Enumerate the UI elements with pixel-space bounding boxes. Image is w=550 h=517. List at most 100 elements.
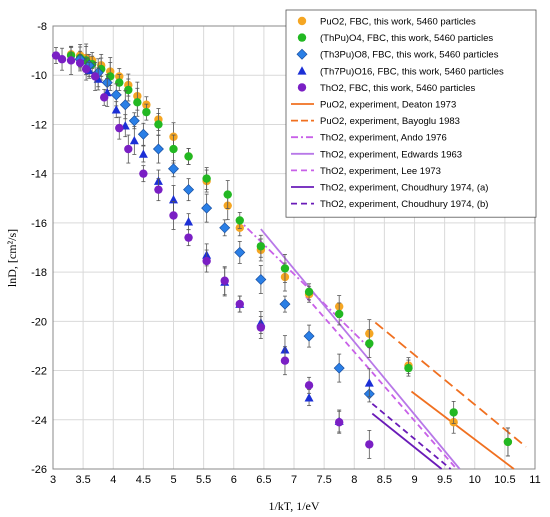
x-tick-label: 3.5: [75, 474, 90, 486]
series-line-11: [371, 403, 452, 470]
legend: PuO2, FBC, this work, 5460 particles (ThP…: [285, 9, 537, 218]
data-point-s1: [133, 98, 142, 107]
y-tick-label: -24: [31, 415, 47, 427]
data-point-s2: [152, 143, 164, 155]
series-line-6: [374, 321, 527, 448]
legend-entry-label: PuO2, FBC, this work, 5460 particles: [320, 17, 476, 28]
y-tick-label: -26: [31, 464, 47, 476]
x-tick-label: 5.5: [196, 474, 211, 486]
data-point-s2: [255, 273, 267, 285]
data-point-s1: [404, 363, 413, 373]
data-point-s2: [234, 246, 246, 258]
y-tick-label: -12: [31, 119, 47, 131]
data-point-s4: [57, 55, 67, 64]
tick-labels: 3 3.5 4 4.5 5 5.5 6 6.5 7 7.5 8 8.5 9 9.5 10 10.5 11 -8 -1…: [31, 21, 541, 486]
data-point-s1: [365, 339, 374, 348]
legend-marker: [297, 83, 307, 92]
data-point-s4: [139, 169, 148, 178]
data-point-s2: [183, 184, 195, 196]
data-point-s4: [100, 93, 109, 102]
data-point-s4: [154, 185, 163, 194]
y-axis-title: lnD, [cm²/s]: [5, 229, 19, 287]
x-tick-label: 11: [529, 474, 540, 486]
y-tick-label: -22: [31, 366, 47, 378]
data-point-s3: [138, 149, 148, 158]
data-point-s4: [184, 233, 193, 242]
data-point-s1: [503, 437, 513, 447]
data-point-s4: [202, 256, 211, 266]
x-tick-label: 8.5: [377, 474, 392, 486]
data-point-s2: [219, 222, 231, 234]
data-point-s1: [202, 174, 211, 183]
x-tick-label: 6.5: [256, 474, 271, 486]
x-axis-title: 1/kT, 1/eV: [268, 499, 319, 513]
legend-entry-label: ThO2, experiment, Ando 1976: [320, 133, 447, 144]
data-point-s4: [90, 72, 100, 81]
y-tick-label: -18: [31, 267, 47, 279]
data-point-s4: [124, 144, 133, 154]
x-tick-label: 9.5: [437, 474, 452, 486]
data-point-s1: [124, 85, 133, 95]
data-point-s4: [75, 58, 85, 68]
data-point-s1: [169, 144, 178, 154]
reference-lines: [236, 217, 527, 470]
series-line-10: [371, 412, 443, 470]
legend-marker: [297, 33, 307, 42]
y-tick-label: -16: [31, 218, 47, 230]
data-point-s2: [279, 298, 291, 310]
data-point-s3: [169, 195, 178, 204]
data-point-s2: [137, 128, 149, 140]
data-point-s4: [81, 64, 91, 74]
data-point-s4: [169, 211, 178, 220]
legend-marker: [296, 48, 308, 60]
data-point-s4: [365, 440, 374, 449]
x-tick-label: 3: [50, 474, 56, 486]
x-tick-label: 4.5: [136, 474, 151, 486]
data-point-s4: [235, 299, 244, 309]
data-point-s1: [235, 216, 244, 225]
data-point-s4: [334, 418, 344, 427]
x-tick-label: 9: [411, 474, 417, 486]
legend-marker: [297, 66, 307, 75]
series-line-7: [236, 217, 373, 352]
data-point-s1: [449, 408, 458, 417]
data-point-s3: [364, 378, 374, 387]
x-tick-label: 7: [291, 474, 297, 486]
data-point-s4: [66, 56, 76, 65]
data-point-s1: [304, 287, 314, 296]
legend-entry-label: ThO2, experiment, Lee 1973: [320, 166, 441, 177]
legend-entry-label: PuO2, experiment, Deaton 1973: [320, 100, 456, 111]
x-tick-label: 4: [110, 474, 116, 486]
y-tick-label: -14: [31, 169, 47, 181]
data-point-s2: [110, 89, 122, 101]
data-point-s4: [304, 381, 314, 390]
y-tick-label: -10: [31, 70, 47, 82]
data-point-s2: [168, 163, 179, 175]
legend-entry-label: (Th7Pu)O16, FBC, this work, 5460 particl…: [320, 66, 504, 77]
data-point-s1: [154, 120, 163, 129]
data-point-s2: [119, 99, 131, 111]
data-point-s2: [303, 330, 315, 342]
x-tick-label: 10.5: [494, 474, 515, 486]
data-point-s3: [304, 393, 314, 402]
data-point-s4: [51, 51, 61, 60]
legend-entry-label: (ThPu)O4, FBC, this work, 5460 particles: [320, 33, 493, 44]
y-tick-label: -20: [31, 316, 47, 328]
data-point-s3: [184, 217, 194, 226]
x-tick-label: 8: [351, 474, 357, 486]
legend-marker: [297, 16, 307, 26]
data-point-s2: [333, 362, 345, 374]
data-point-s1: [115, 78, 124, 87]
x-tick-label: 5: [170, 474, 176, 486]
data-point-s1: [256, 242, 266, 251]
legend-entry-label: ThO2, experiment, Choudhury 1974, (b): [320, 199, 488, 210]
x-tick-label: 10: [469, 474, 481, 486]
data-point-s2: [201, 202, 213, 214]
data-point-s4: [220, 276, 229, 285]
data-point-s4: [256, 323, 266, 332]
data-point-s1: [142, 107, 151, 117]
data-point-s1: [280, 264, 290, 273]
data-point-s3: [129, 135, 139, 145]
data-point-s1: [334, 309, 344, 319]
